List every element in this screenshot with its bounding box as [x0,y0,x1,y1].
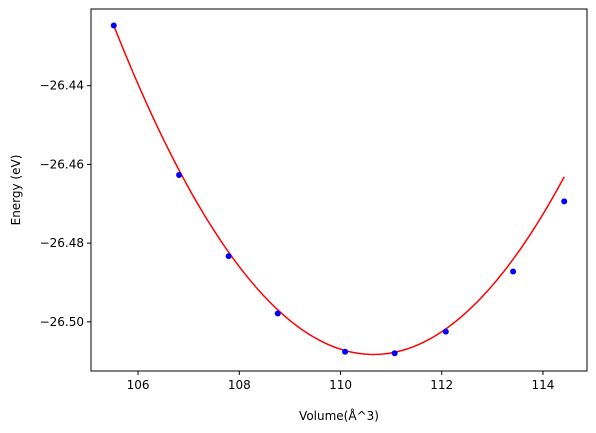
data-point [391,350,398,357]
x-tick-label: 110 [329,378,352,392]
data-point [342,348,349,355]
data-point [442,328,449,335]
y-tick-label: −26.46 [40,157,84,171]
data-point [510,268,517,275]
data-point [561,198,568,205]
x-tick-label: 108 [228,378,251,392]
x-tick-label: 106 [127,378,150,392]
y-tick-label: −26.48 [40,236,84,250]
data-point [110,22,117,29]
plot-frame [90,8,588,372]
y-tick-label: −26.50 [40,315,84,329]
data-point [225,253,232,260]
data-points [110,22,568,357]
x-axis-ticks: 106 108 110 112 114 [127,371,555,392]
y-axis-label: Energy (eV) [9,155,23,226]
fit-curve-line [113,25,565,356]
data-point [274,310,281,317]
x-tick-label: 112 [430,378,453,392]
x-axis-label: Volume(Å^3) [299,408,379,423]
y-tick-label: −26.44 [40,79,84,93]
x-tick-label: 114 [532,378,555,392]
data-point [176,172,183,179]
y-axis-ticks: −26.44 −26.46 −26.48 −26.50 [40,79,91,329]
